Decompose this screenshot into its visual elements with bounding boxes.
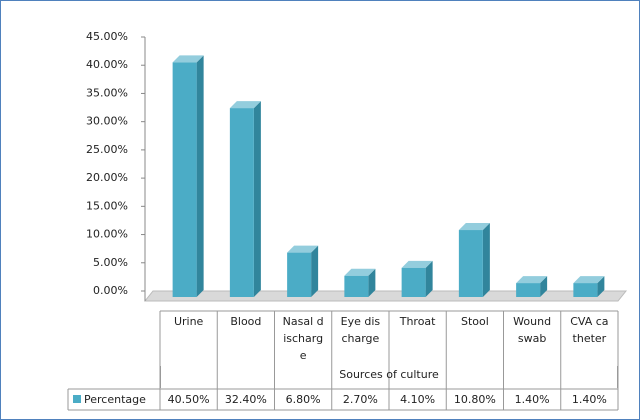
bar-side [482,223,490,297]
x-axis-title: Sources of culture [160,366,618,388]
data-label: 10.80% [453,393,496,406]
bar [344,275,369,297]
bar [401,267,426,297]
bar [573,283,598,297]
bar-side [425,260,433,297]
floor [143,290,628,302]
bar-top [344,268,376,276]
y-tick-label: 30.00% [86,115,128,128]
data-label: 1.40% [571,393,607,406]
x-tick-label: Blood [230,315,262,328]
x-tick-label: Eye discharge [340,315,381,345]
bar-side [311,245,319,297]
data-label: 40.50% [167,393,210,406]
x-tick-label: CVA catheter [570,315,609,345]
bar [172,62,197,298]
bar-top [573,276,605,284]
data-label: 4.10% [400,393,436,406]
bar-top [287,245,319,253]
bar-top [172,55,204,63]
bar-top [229,101,261,109]
bar [458,230,483,297]
y-tick-label: 40.00% [86,58,128,71]
bar-side [597,276,605,297]
data-label: 32.40% [224,393,267,406]
data-label: 1.40% [514,393,550,406]
bar-top [401,260,433,268]
bar [516,283,541,297]
bar-side [196,55,204,298]
bar [287,252,312,297]
y-tick-label: 10.00% [86,228,128,241]
y-tick-label: 5.00% [93,256,128,269]
y-tick-label: 0.00% [93,284,128,297]
y-tick-label: 45.00% [86,30,128,43]
x-tick-label: Stool [460,315,489,328]
bar [229,108,254,298]
x-tick-label: Throat [399,315,436,328]
y-tick-label: 20.00% [86,171,128,184]
bar-side [368,268,376,297]
x-tick-label: Nasal discharge [282,315,324,362]
x-tick-label: Urine [173,315,204,328]
y-tick-label: 25.00% [86,143,128,156]
legend-swatch [73,395,81,403]
legend-label: Percentage [84,393,146,406]
bar-top [516,276,548,284]
y-tick-label: 35.00% [86,86,128,99]
y-tick-label: 15.00% [86,199,128,212]
bar-side [540,276,548,297]
bar-side [253,101,261,298]
bar-top [458,223,490,231]
x-tick-label: Wound swab [513,315,552,345]
data-label: 6.80% [285,393,321,406]
data-label: 2.70% [342,393,378,406]
